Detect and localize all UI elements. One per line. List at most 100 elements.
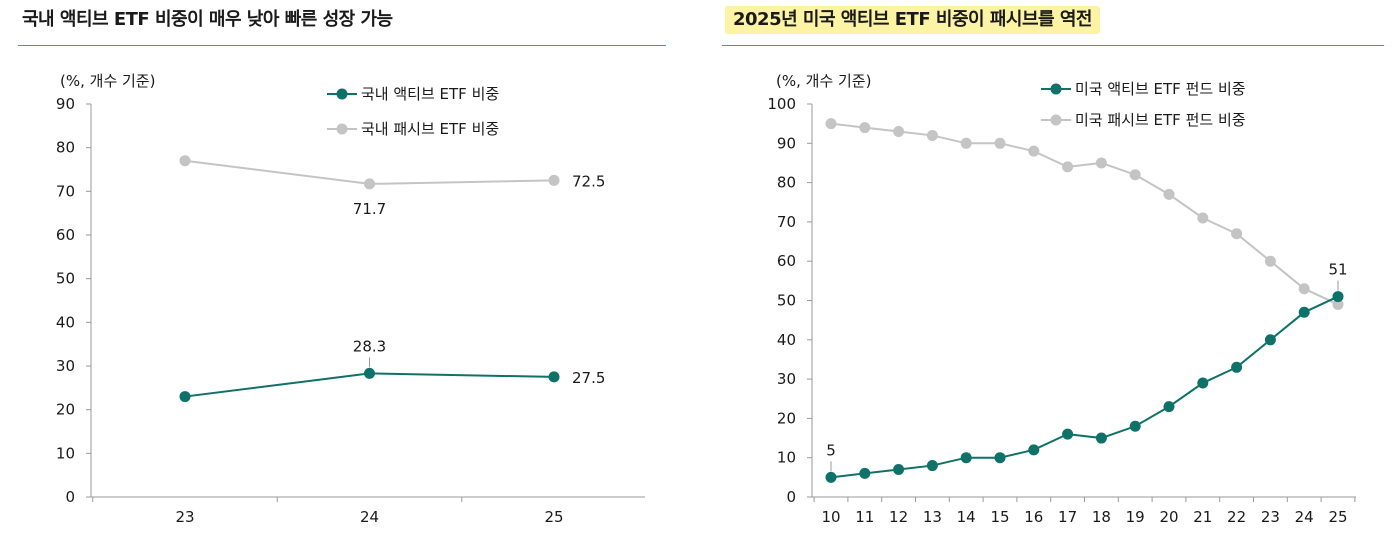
right-x-tick-label: 24 (1295, 508, 1314, 526)
right-unit-label: (%, 개수 기준) (776, 72, 871, 90)
left-y-tick-label: 90 (56, 95, 75, 113)
right-series-0-point (926, 460, 938, 472)
right-series-0-point (1197, 377, 1209, 389)
left-series-0-point (548, 371, 560, 383)
right-series-1-point (994, 137, 1006, 149)
right-x-tick-label: 10 (821, 508, 840, 526)
right-series-1-point (1197, 212, 1209, 224)
right-series-1-point (1264, 255, 1276, 267)
right-x-tick-label: 14 (957, 508, 976, 526)
right-series-0-point (1163, 401, 1175, 413)
right-series-0-point (994, 452, 1006, 464)
right-x-tick-label: 17 (1058, 508, 1077, 526)
left-y-tick-label: 20 (56, 401, 75, 419)
right-x-tick-label: 18 (1092, 508, 1111, 526)
right-data-label: 5 (826, 441, 836, 459)
right-series-1-point (1231, 228, 1243, 240)
right-series-0-point (1231, 361, 1243, 373)
left-series-1-point (364, 178, 375, 190)
right-series-0-point (825, 471, 837, 483)
right-y-tick-label: 10 (777, 449, 796, 467)
right-legend-label-0: 미국 액티브 ETF 펀드 비중 (1075, 80, 1246, 98)
right-y-tick-label: 80 (777, 174, 796, 192)
right-series-0-point (1264, 334, 1276, 346)
left-legend-marker-0 (336, 88, 348, 100)
right-legend-label-1: 미국 패시브 ETF 펀드 비중 (1075, 111, 1246, 129)
right-series-1-point (859, 122, 871, 134)
right-title-divider (722, 45, 1384, 46)
right-series-0-point (859, 467, 871, 479)
right-series-1-point (960, 137, 972, 149)
left-y-tick-label: 30 (56, 357, 75, 375)
left-data-label: 71.7 (353, 200, 386, 218)
right-x-tick-label: 25 (1328, 508, 1347, 526)
right-x-tick-label: 22 (1227, 508, 1246, 526)
left-title-divider (18, 45, 666, 46)
left-series-1-point (179, 155, 191, 167)
left-y-tick-label: 10 (56, 444, 75, 462)
right-series-1-point (1129, 169, 1141, 181)
right-y-tick-label: 30 (777, 370, 796, 388)
right-legend-marker-1 (1050, 114, 1062, 126)
right-series-1-point (1332, 298, 1344, 310)
right-series-1-point (1163, 188, 1175, 200)
right-x-tick-label: 23 (1261, 508, 1280, 526)
right-x-tick-label: 21 (1193, 508, 1212, 526)
right-series-line-1 (830, 122, 1339, 306)
right-y-tick-label: 60 (777, 252, 796, 270)
right-series-0-point (1062, 428, 1074, 440)
right-series-0-point (1332, 291, 1344, 303)
right-y-tick-label: 40 (777, 331, 796, 349)
left-data-label: 28.3 (353, 337, 386, 355)
right-x-tick-label: 16 (1024, 508, 1043, 526)
right-legend-marker-0 (1050, 83, 1062, 95)
right-series-1-point (1028, 145, 1040, 157)
left-series-1-point (548, 174, 560, 186)
left-x-tick-label: 24 (360, 508, 379, 526)
right-series-1-point (825, 118, 837, 130)
right-series-1-point (1298, 283, 1310, 295)
left-x-tick-label: 23 (175, 508, 194, 526)
right-chart-title: 2025년 미국 액티브 ETF 비중이 패시브를 역전 (725, 6, 1100, 34)
right-series-0-point (960, 452, 972, 464)
left-series-0-point (364, 367, 375, 379)
left-y-tick-label: 70 (56, 182, 75, 200)
left-y-tick-label: 80 (56, 139, 75, 157)
right-series-0-point (1298, 306, 1310, 318)
left-y-tick-label: 50 (56, 270, 75, 288)
left-x-tick-label: 25 (544, 508, 563, 526)
right-series-0-point (1129, 420, 1141, 432)
right-series-1-point (893, 126, 905, 138)
left-y-tick-label: 0 (65, 488, 75, 506)
right-series-0-point (893, 463, 905, 475)
left-y-tick-label: 40 (56, 313, 75, 331)
left-unit-label: (%, 개수 기준) (60, 72, 155, 90)
right-y-tick-label: 20 (777, 409, 796, 427)
right-series-0-point (1028, 444, 1040, 456)
right-series-1-point (926, 129, 938, 141)
right-y-tick-label: 70 (777, 213, 796, 231)
right-data-label: 51 (1328, 261, 1347, 279)
left-data-label: 72.5 (572, 172, 605, 190)
right-x-tick-label: 12 (889, 508, 908, 526)
right-x-tick-label: 13 (923, 508, 942, 526)
right-y-tick-label: 100 (767, 95, 796, 113)
right-y-tick-label: 50 (777, 292, 796, 310)
left-chart-title: 국내 액티브 ETF 비중이 매우 낮아 빠른 성장 가능 (22, 9, 393, 30)
right-x-tick-label: 11 (855, 508, 874, 526)
left-legend-marker-1 (336, 123, 348, 135)
right-series-1-point (1095, 157, 1107, 169)
right-series-1-point (1062, 161, 1074, 173)
left-legend-label-1: 국내 패시브 ETF 비중 (361, 120, 499, 138)
left-legend-label-0: 국내 액티브 ETF 비중 (361, 85, 499, 103)
right-series-line-0 (830, 295, 1339, 479)
right-x-tick-label: 15 (990, 508, 1009, 526)
right-series-0-point (1095, 432, 1107, 444)
right-x-tick-label: 19 (1126, 508, 1145, 526)
left-series-0-point (179, 391, 191, 403)
right-y-tick-label: 90 (777, 134, 796, 152)
right-y-tick-label: 0 (786, 488, 796, 506)
right-x-tick-label: 20 (1159, 508, 1178, 526)
left-y-tick-label: 60 (56, 226, 75, 244)
